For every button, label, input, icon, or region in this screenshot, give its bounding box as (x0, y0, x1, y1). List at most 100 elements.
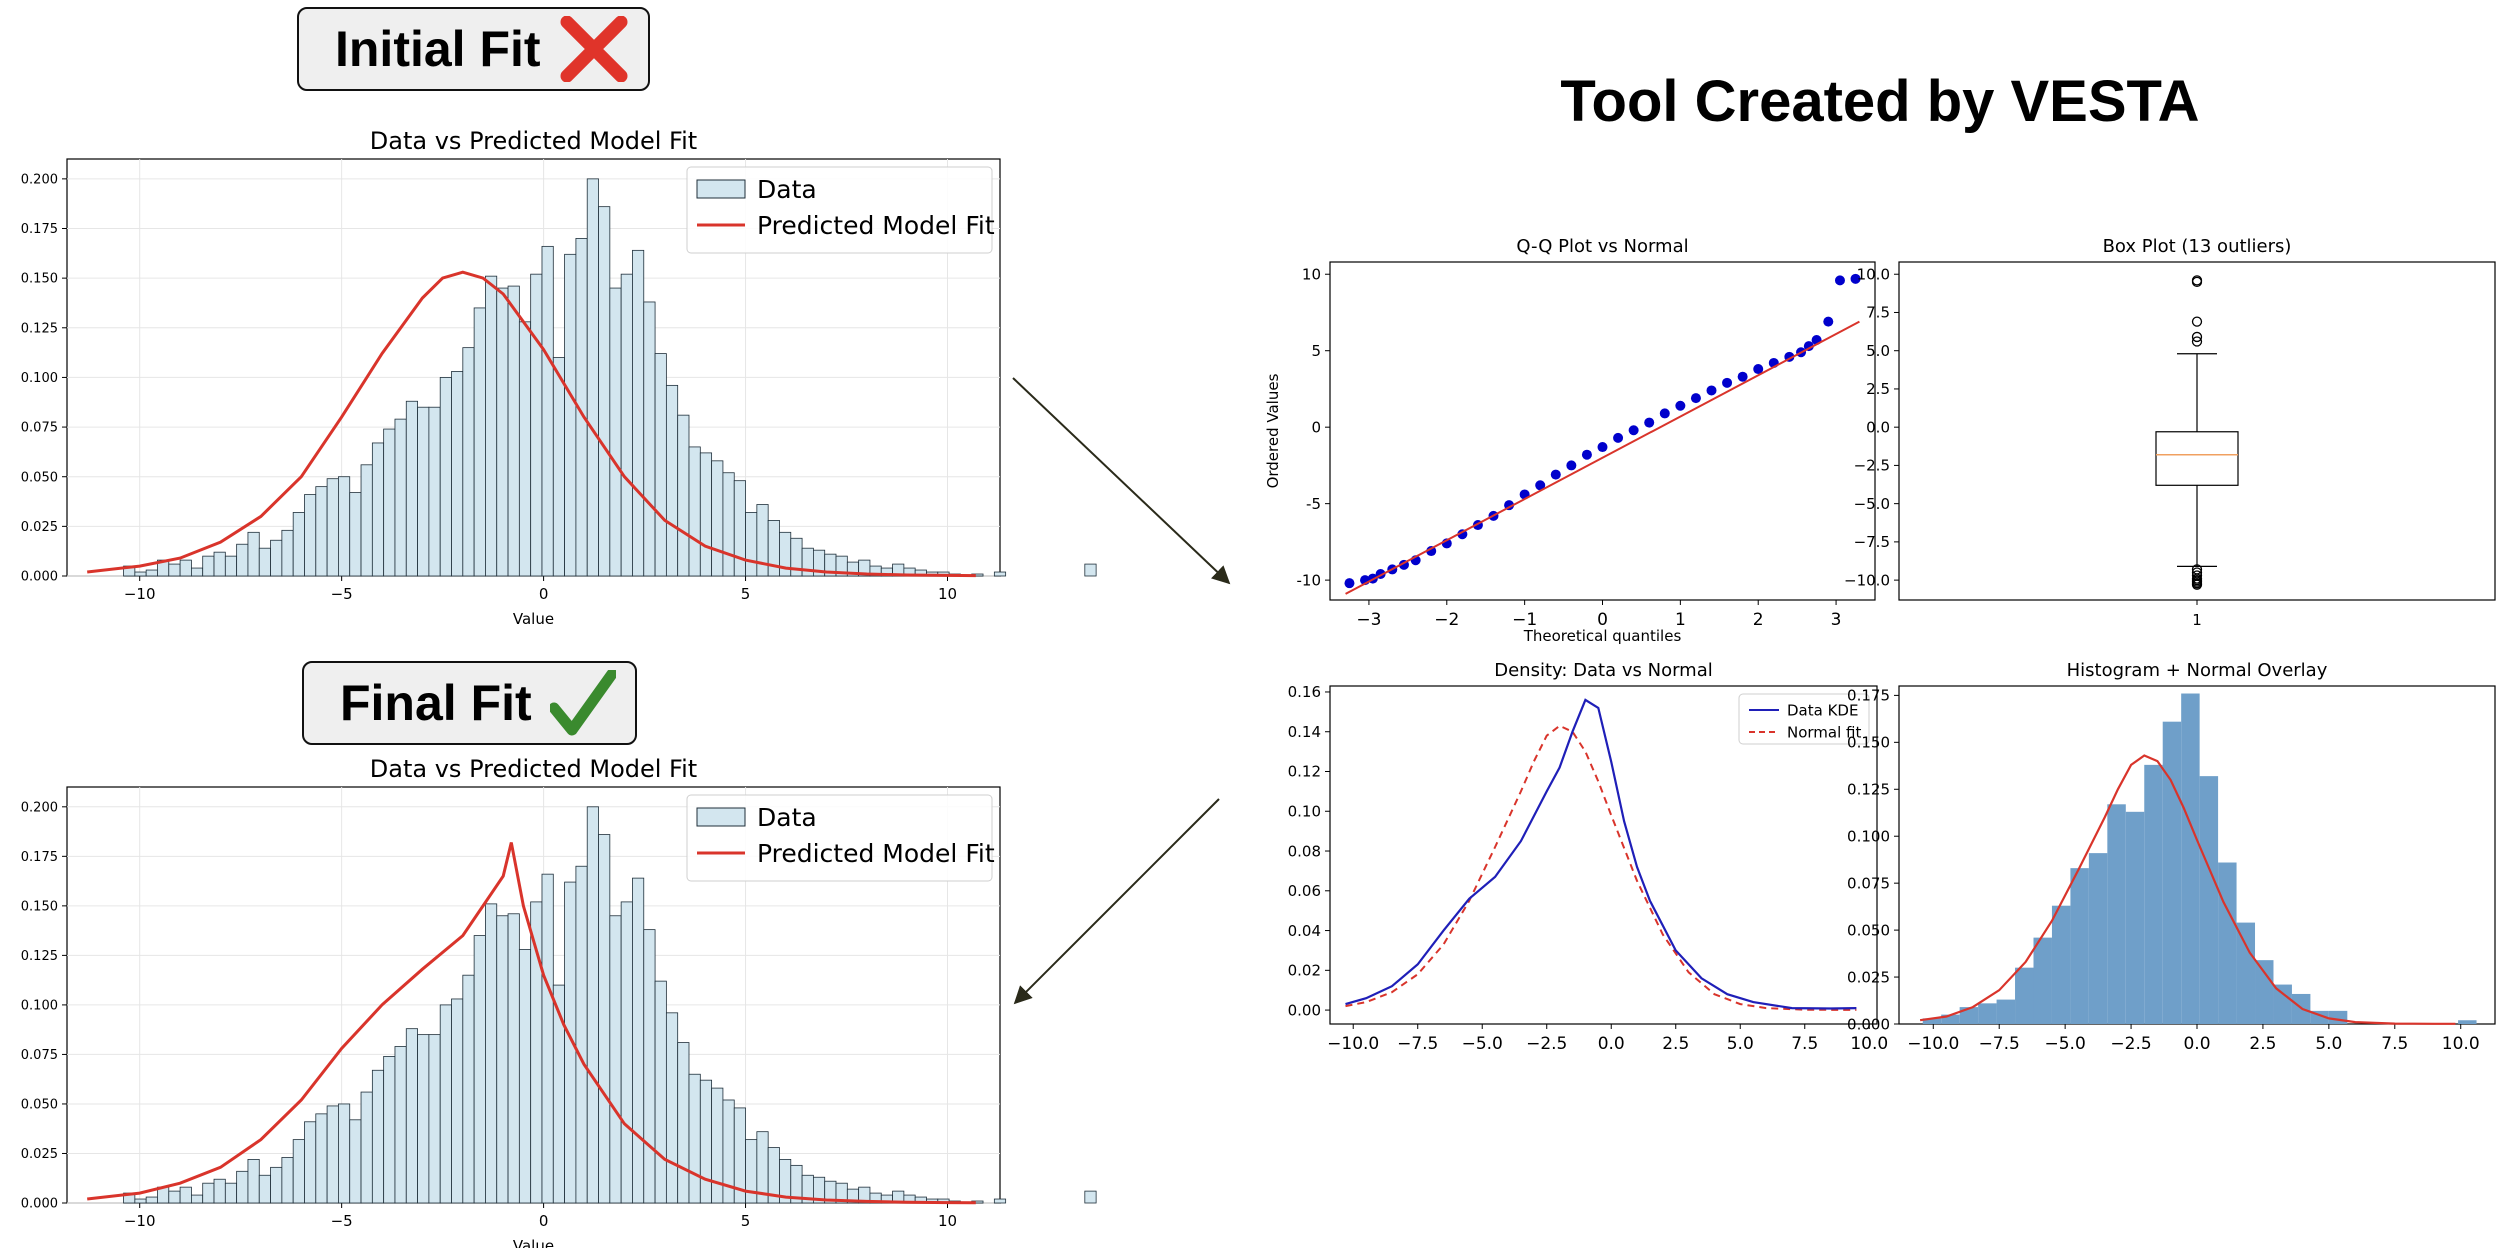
histogram-bar (224, 1182, 238, 1204)
y-tick-label: 0.025 (21, 520, 58, 535)
y-tick-label: 0.175 (21, 222, 58, 237)
y-tick-label: 0.150 (21, 272, 58, 287)
histogram-bar (665, 384, 679, 577)
histogram-bar (349, 492, 362, 577)
histogram-bar (417, 406, 430, 577)
histogram-bar (2125, 811, 2145, 1024)
y-tick-label: −5.0 (1854, 495, 1890, 513)
outlier-point (2191, 331, 2203, 343)
histogram-bar (2051, 905, 2071, 1024)
qq-point (1823, 316, 1834, 327)
legend-label: Predicted Model Fit (757, 211, 995, 240)
histogram-bar (2181, 693, 2200, 1024)
histogram-bar (145, 569, 158, 577)
x-tick-label: 2.5 (2249, 1034, 2276, 1054)
histogram-bar (1978, 1003, 1997, 1024)
y-tick-label: 0.04 (1288, 922, 1321, 940)
flow-arrow-to-final (1013, 798, 1220, 1005)
legend: Data KDE Normal fit (1738, 693, 1870, 745)
legend-swatch (696, 179, 746, 199)
histogram-bar (360, 1091, 373, 1204)
x-tick-label: 1 (2192, 611, 2202, 629)
chart-title: Data vs Predicted Model Fit (370, 127, 697, 155)
histogram-bar (2070, 868, 2089, 1024)
initial-fit-badge: Initial Fit (297, 7, 650, 91)
y-tick-label: 0.000 (21, 570, 58, 585)
histogram-bar (439, 1004, 452, 1204)
histogram-bar (428, 1034, 441, 1204)
normal-fit-curve (1345, 724, 1857, 1011)
qq-point (1753, 364, 1764, 375)
x-tick-label: −2 (1434, 610, 1459, 630)
y-tick-label: -5 (1306, 495, 1321, 513)
x-tick-label: −5 (331, 585, 353, 603)
qq-point (1675, 400, 1686, 411)
y-tick-label: 0 (1311, 418, 1321, 436)
histogram-bar (1959, 1007, 1979, 1024)
x-tick-label: 5.0 (2315, 1034, 2342, 1054)
histogram-bar (304, 1121, 317, 1204)
histogram-bar (2015, 967, 2034, 1024)
histogram-bar (179, 1186, 192, 1204)
x-tick-label: −10 (124, 585, 156, 603)
plot-frame (1329, 261, 1876, 601)
x-tick-label: 10 (938, 585, 957, 603)
histogram-bar (2273, 984, 2292, 1024)
x-tick-label: 7.5 (1791, 1034, 1818, 1054)
histogram-bar (654, 353, 667, 577)
histogram-bar (699, 1079, 713, 1204)
x-tick-label: −7.5 (1979, 1034, 2020, 1054)
x-tick-label: 5.0 (1727, 1034, 1754, 1054)
histogram-bar (2458, 1020, 2477, 1024)
flow-arrow-to-diagnostics (1012, 377, 1231, 585)
histogram-bar (405, 400, 418, 577)
histogram-bar (677, 414, 690, 577)
qq-point (1659, 408, 1670, 419)
tool-title: Tool Created by VESTA (1560, 69, 2200, 134)
x-tick-label: −5.0 (1462, 1034, 1503, 1054)
y-tick-label: 0.06 (1288, 882, 1321, 900)
x-tick-label: −2.5 (1526, 1034, 1567, 1054)
y-tick-label: 10.0 (1857, 265, 1890, 283)
x-tick-label: 0 (539, 1212, 549, 1230)
histogram-bar (349, 1119, 362, 1204)
x-tick-label: −1 (1512, 610, 1537, 630)
histogram-bar (190, 567, 204, 577)
histogram-bar (258, 547, 271, 577)
histogram-bar (451, 371, 464, 577)
histogram-bar (1941, 1014, 1960, 1024)
y-tick-label: 0.02 (1288, 962, 1321, 980)
y-tick-label: 5 (1311, 342, 1321, 360)
checkmark-icon (549, 670, 616, 736)
qq-reference-line (1345, 320, 1860, 595)
y-tick-label: 0.100 (1847, 827, 1890, 845)
x-tick-label: −2.5 (2110, 1034, 2151, 1054)
histogram-bar (462, 347, 475, 577)
qq-point (1737, 371, 1748, 382)
histogram-bar (507, 913, 520, 1204)
histogram-bar (326, 478, 339, 577)
histogram-bar (383, 428, 396, 577)
histogram-bar (134, 571, 147, 577)
normal-overlay-curve (1919, 754, 2456, 1025)
histogram-bar (281, 1157, 294, 1204)
histogram-bar (1996, 999, 2016, 1024)
histogram-bar (292, 512, 305, 577)
y-tick-label: 0.200 (21, 172, 58, 187)
histogram-bar (2255, 960, 2274, 1024)
histogram-bar (609, 915, 622, 1204)
qq-point (1613, 432, 1624, 443)
qq-point (1535, 480, 1546, 491)
x-tick-label: −5 (331, 1212, 353, 1230)
chart-title: Box Plot (13 outliers) (2103, 236, 2292, 257)
x-tick-label: −10.0 (1907, 1034, 1959, 1054)
histogram-bar (360, 464, 373, 577)
histogram-bar (451, 998, 464, 1204)
y-tick-label: 0.08 (1288, 842, 1321, 860)
chart-title: Data vs Predicted Model Fit (370, 755, 697, 783)
qq-point (1706, 385, 1717, 396)
x-tick-label: 10.0 (2442, 1034, 2480, 1054)
x-tick-label: 0.0 (2183, 1034, 2210, 1054)
y-tick-label: −7.5 (1854, 533, 1890, 551)
histogram-bar (224, 555, 238, 577)
